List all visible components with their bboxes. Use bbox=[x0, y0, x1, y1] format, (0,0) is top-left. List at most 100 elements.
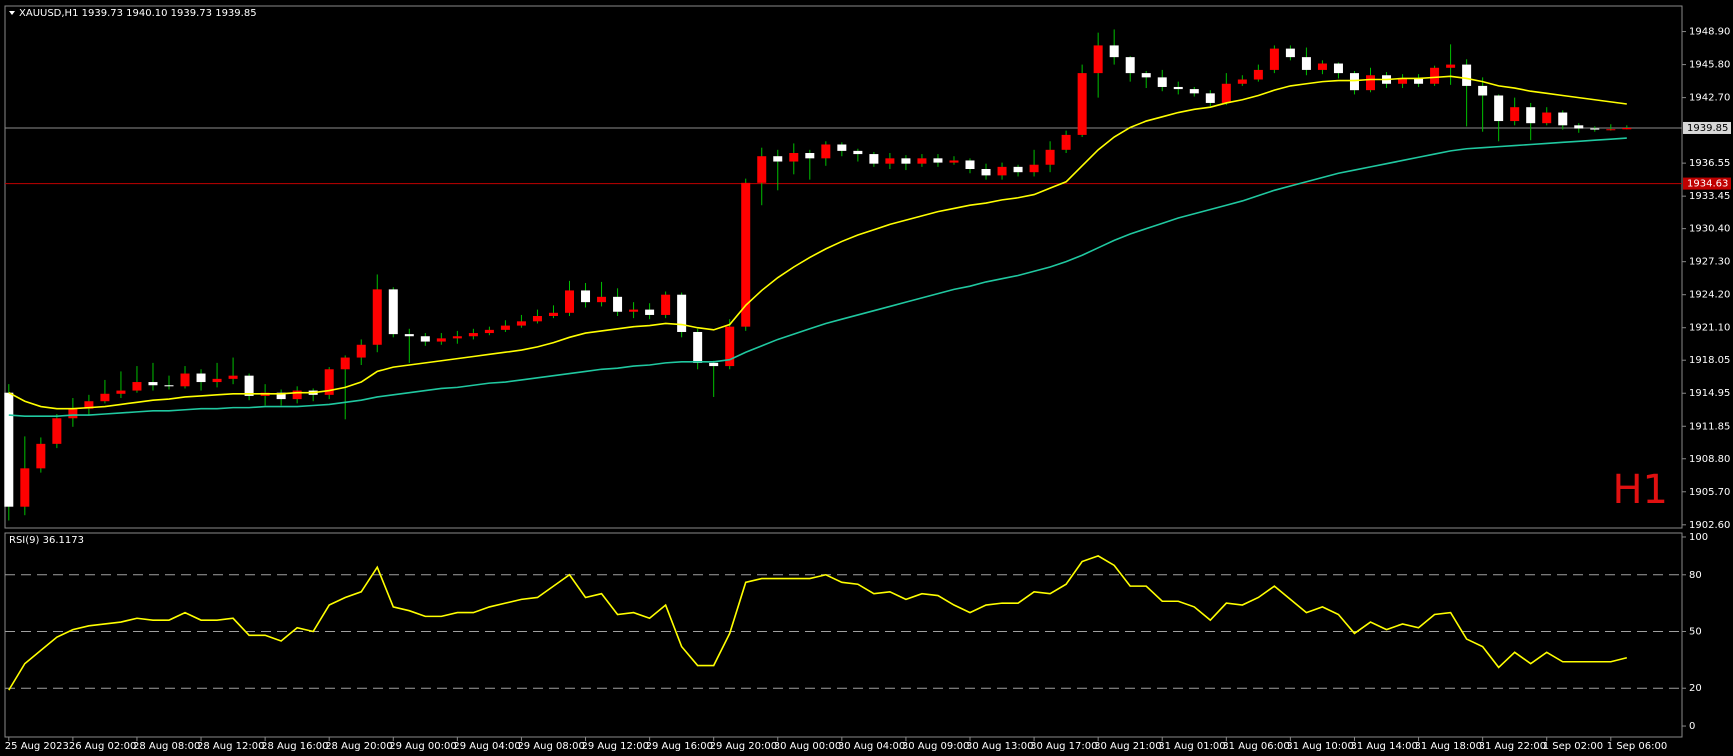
candle-body bbox=[116, 390, 126, 394]
y-tick-label: 80 bbox=[1689, 570, 1702, 581]
candle-body bbox=[68, 408, 78, 419]
y-tick-label: 1905.70 bbox=[1689, 487, 1730, 498]
candle-body bbox=[1045, 149, 1055, 165]
candle-body bbox=[853, 150, 863, 155]
candle-body bbox=[388, 289, 398, 335]
candle-body bbox=[1462, 64, 1472, 86]
candle-body bbox=[1349, 73, 1359, 91]
candle-body bbox=[1253, 69, 1263, 80]
candle-body bbox=[484, 329, 494, 334]
price-box bbox=[1683, 177, 1731, 190]
candle-body bbox=[1013, 166, 1023, 173]
candle-body bbox=[757, 156, 767, 183]
candle-body bbox=[565, 290, 574, 313]
candle-body bbox=[1622, 127, 1632, 130]
candle-body bbox=[1301, 57, 1311, 70]
x-tick-label: 29 Aug 20:00 bbox=[710, 741, 777, 752]
candle-body bbox=[693, 331, 703, 363]
candle-body bbox=[933, 158, 943, 163]
candle-body bbox=[1542, 112, 1552, 124]
candle-body bbox=[1414, 78, 1424, 84]
moving-average bbox=[8, 137, 1627, 417]
rsi-line bbox=[8, 554, 1628, 691]
x-tick-label: 29 Aug 12:00 bbox=[582, 741, 649, 752]
x-tick-label: 31 Aug 18:00 bbox=[1415, 741, 1482, 752]
y-tick-label: 50 bbox=[1689, 627, 1702, 638]
y-tick-label: 1918.05 bbox=[1689, 355, 1730, 366]
candle-body bbox=[1109, 45, 1119, 58]
chart-title: XAUUSD,H1 1939.73 1940.10 1939.73 1939.8… bbox=[19, 8, 257, 19]
x-tick-label: 1 Sep 06:00 bbox=[1607, 741, 1667, 752]
candle-body bbox=[1510, 107, 1520, 122]
x-tick-label: 28 Aug 20:00 bbox=[325, 741, 392, 752]
x-tick-label: 29 Aug 04:00 bbox=[453, 741, 520, 752]
candle-body bbox=[613, 296, 623, 312]
candle-body bbox=[1173, 86, 1183, 90]
timeframe-label: H1 bbox=[1612, 467, 1668, 513]
candle-body bbox=[1157, 77, 1167, 87]
candle-body bbox=[276, 392, 286, 400]
y-tick-label: 1948.90 bbox=[1689, 27, 1730, 38]
candle-body bbox=[1189, 89, 1199, 94]
candle-body bbox=[965, 160, 975, 169]
candle-body bbox=[132, 382, 142, 391]
candle-body bbox=[1269, 48, 1279, 70]
candle-body bbox=[244, 375, 254, 396]
candle-body bbox=[949, 160, 959, 163]
candle-body bbox=[452, 336, 462, 339]
x-tick-label: 30 Aug 04:00 bbox=[838, 741, 905, 752]
candle-body bbox=[292, 390, 302, 400]
price-box bbox=[1683, 121, 1731, 134]
x-tick-label: 30 Aug 00:00 bbox=[774, 741, 841, 752]
candle-body bbox=[1077, 73, 1087, 135]
candle-body bbox=[1285, 48, 1295, 58]
candle-body bbox=[997, 166, 1007, 176]
candle-body bbox=[981, 168, 991, 176]
candle-body bbox=[581, 290, 591, 303]
candle-body bbox=[725, 326, 735, 367]
x-tick-label: 29 Aug 08:00 bbox=[517, 741, 584, 752]
x-tick-label: 25 Aug 2023 bbox=[5, 741, 69, 752]
candle-body bbox=[677, 294, 687, 332]
candle-body bbox=[1606, 129, 1616, 131]
y-tick-label: 100 bbox=[1689, 532, 1708, 543]
candle-body bbox=[548, 312, 558, 317]
y-tick-label: 1921.10 bbox=[1689, 323, 1730, 334]
dropdown-icon bbox=[9, 11, 15, 15]
candle-body bbox=[196, 373, 206, 383]
candle-body bbox=[1317, 63, 1327, 70]
candle-body bbox=[629, 309, 639, 312]
candle-body bbox=[148, 382, 158, 386]
price-label: 1934.63 bbox=[1687, 179, 1728, 190]
candle-body bbox=[436, 338, 446, 342]
x-tick-label: 31 Aug 14:00 bbox=[1350, 741, 1417, 752]
candle-body bbox=[1494, 95, 1504, 122]
candle-body bbox=[1029, 164, 1039, 173]
candle-body bbox=[180, 373, 190, 387]
y-tick-label: 1930.40 bbox=[1689, 224, 1730, 235]
x-tick-label: 31 Aug 06:00 bbox=[1222, 741, 1289, 752]
candle-body bbox=[20, 468, 30, 507]
candle-body bbox=[1333, 63, 1343, 74]
x-tick-label: 31 Aug 10:00 bbox=[1286, 741, 1353, 752]
x-tick-label: 1 Sep 02:00 bbox=[1543, 741, 1603, 752]
candle-body bbox=[420, 336, 430, 342]
y-tick-label: 1942.70 bbox=[1689, 93, 1730, 104]
y-tick-label: 1945.80 bbox=[1689, 60, 1730, 71]
candle-body bbox=[100, 393, 110, 402]
candle-body bbox=[789, 153, 799, 162]
moving-average bbox=[8, 75, 1627, 410]
candle-body bbox=[597, 296, 607, 303]
candle-body bbox=[532, 316, 542, 322]
candle-body bbox=[1558, 112, 1568, 126]
candle-body bbox=[1430, 67, 1440, 84]
candle-body bbox=[404, 334, 414, 337]
candle-body bbox=[1590, 128, 1600, 130]
candle-body bbox=[1141, 73, 1151, 78]
candle-body bbox=[805, 153, 815, 159]
y-tick-label: 1914.95 bbox=[1689, 388, 1730, 399]
candle-body bbox=[340, 357, 350, 370]
x-tick-label: 30 Aug 13:00 bbox=[966, 741, 1033, 752]
